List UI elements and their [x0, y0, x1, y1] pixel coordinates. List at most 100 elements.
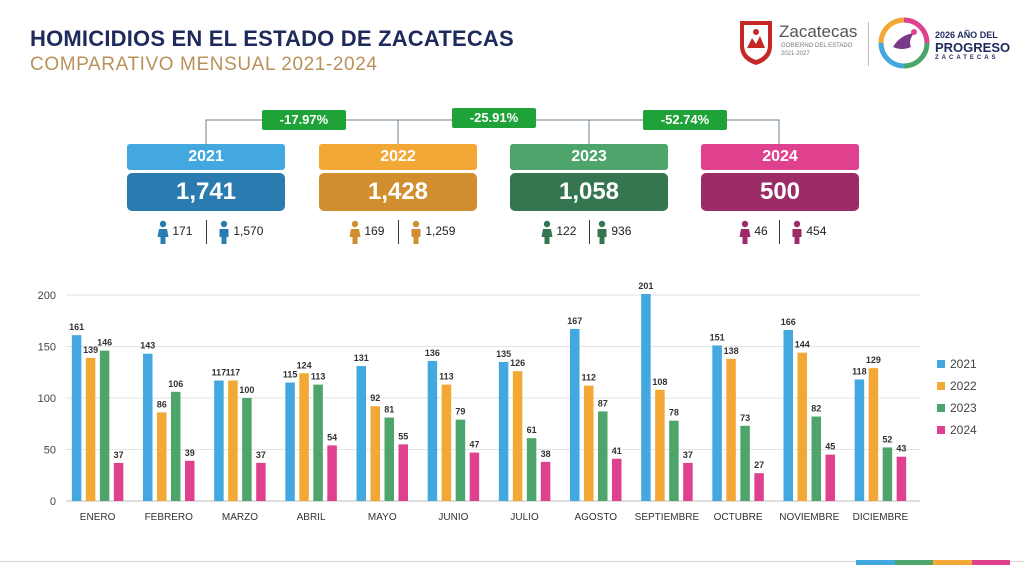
bar — [540, 461, 551, 501]
year-total: 1,741 — [127, 173, 285, 211]
data-label: 106 — [168, 379, 183, 389]
bar — [740, 425, 750, 501]
data-label: 117 — [212, 367, 227, 377]
data-label: 87 — [598, 398, 608, 408]
bar — [754, 473, 764, 501]
female-stat: 122 — [541, 220, 576, 244]
y-tick-label: 150 — [38, 342, 56, 354]
bar — [882, 447, 893, 501]
y-tick-label: 200 — [38, 290, 56, 302]
gender-separator — [206, 220, 207, 244]
female-count: 169 — [364, 224, 385, 239]
gov-logo-line1: GOBIERNO DEL ESTADO — [781, 43, 853, 49]
gov-logo-line2: 2021-2027 — [781, 51, 810, 57]
x-tick-label: ENERO — [80, 512, 116, 523]
data-label: 113 — [311, 372, 326, 382]
data-label: 78 — [669, 408, 679, 418]
year-total: 500 — [701, 173, 859, 211]
bar — [641, 293, 651, 501]
bar — [498, 361, 509, 501]
data-label: 124 — [297, 360, 312, 370]
bar — [256, 462, 266, 501]
footer-stripe-segment — [933, 560, 972, 565]
data-label: 146 — [97, 338, 112, 348]
gender-separator — [589, 220, 590, 244]
year-label: 2023 — [510, 144, 668, 170]
bar — [811, 416, 821, 501]
data-label: 118 — [852, 366, 867, 376]
data-label: 129 — [866, 355, 881, 365]
y-tick-label: 0 — [50, 496, 56, 508]
bar — [71, 335, 82, 501]
data-label: 167 — [567, 316, 582, 326]
female-person-icon — [349, 220, 361, 244]
data-label: 45 — [825, 442, 835, 452]
male-person-icon — [219, 220, 229, 244]
year-label: 2024 — [701, 144, 859, 170]
campaign-line1: 2026 AÑO DEL — [935, 30, 998, 40]
data-label: 27 — [754, 460, 764, 470]
bar — [384, 417, 394, 501]
bar — [99, 350, 110, 501]
dove-ring-icon — [878, 17, 930, 69]
data-label: 135 — [496, 349, 511, 359]
bar — [327, 445, 337, 501]
data-label: 115 — [283, 370, 298, 380]
bar — [113, 462, 124, 501]
male-person-icon — [597, 220, 607, 244]
change-badge-2023-2024: -52.74% — [643, 110, 727, 130]
bar — [242, 398, 252, 501]
bar — [669, 420, 679, 501]
bar — [455, 419, 466, 501]
bar — [313, 384, 323, 501]
bar — [370, 406, 380, 501]
zacatecas-government-logo: Zacatecas GOBIERNO DEL ESTADO 2021-2027 — [737, 18, 857, 68]
data-label: 43 — [896, 444, 906, 454]
data-label: 82 — [811, 404, 821, 414]
legend-swatch — [937, 360, 945, 368]
bar — [526, 438, 537, 501]
bar — [427, 360, 438, 501]
bar — [797, 352, 807, 501]
gender-separator — [779, 220, 780, 244]
data-label: 92 — [370, 393, 380, 403]
page-title: HOMICIDIOS EN EL ESTADO DE ZACATECAS — [30, 26, 514, 51]
bar — [655, 389, 665, 501]
bar — [854, 379, 865, 501]
x-tick-label: OCTUBRE — [714, 512, 763, 523]
data-label: 117 — [226, 367, 241, 377]
male-count: 1,570 — [233, 224, 264, 239]
bar — [356, 366, 366, 501]
campaign-line2: PROGRESO — [935, 40, 1011, 55]
legend-label: 2024 — [950, 423, 977, 437]
footer-divider — [0, 561, 1024, 562]
bar — [185, 460, 195, 501]
bar — [285, 382, 295, 501]
data-label: 136 — [425, 348, 440, 358]
x-tick-label: AGOSTO — [574, 512, 617, 523]
data-label: 131 — [354, 353, 369, 363]
bar — [214, 380, 224, 501]
x-tick-label: MARZO — [222, 512, 258, 523]
data-label: 126 — [510, 358, 525, 368]
y-tick-label: 100 — [38, 393, 56, 405]
male-count: 936 — [611, 224, 632, 239]
data-label: 37 — [256, 450, 266, 460]
legend-label: 2021 — [950, 357, 977, 371]
x-tick-label: JULIO — [510, 512, 539, 523]
data-label: 138 — [724, 346, 739, 356]
x-tick-label: NOVIEMBRE — [779, 512, 839, 523]
bar — [868, 368, 879, 501]
campaign-line3: ZACATECAS — [935, 55, 999, 61]
bar — [157, 412, 167, 501]
x-tick-label: FEBRERO — [145, 512, 194, 523]
logo-divider — [868, 22, 869, 66]
footer-stripe-segment — [856, 560, 895, 565]
data-label: 161 — [69, 322, 84, 332]
legend-swatch — [937, 426, 945, 434]
gov-logo-name: Zacatecas — [779, 22, 858, 41]
x-tick-label: MAYO — [368, 512, 397, 523]
male-stat: 1,570 — [218, 220, 263, 244]
data-label: 61 — [527, 425, 537, 435]
data-label: 47 — [469, 440, 479, 450]
